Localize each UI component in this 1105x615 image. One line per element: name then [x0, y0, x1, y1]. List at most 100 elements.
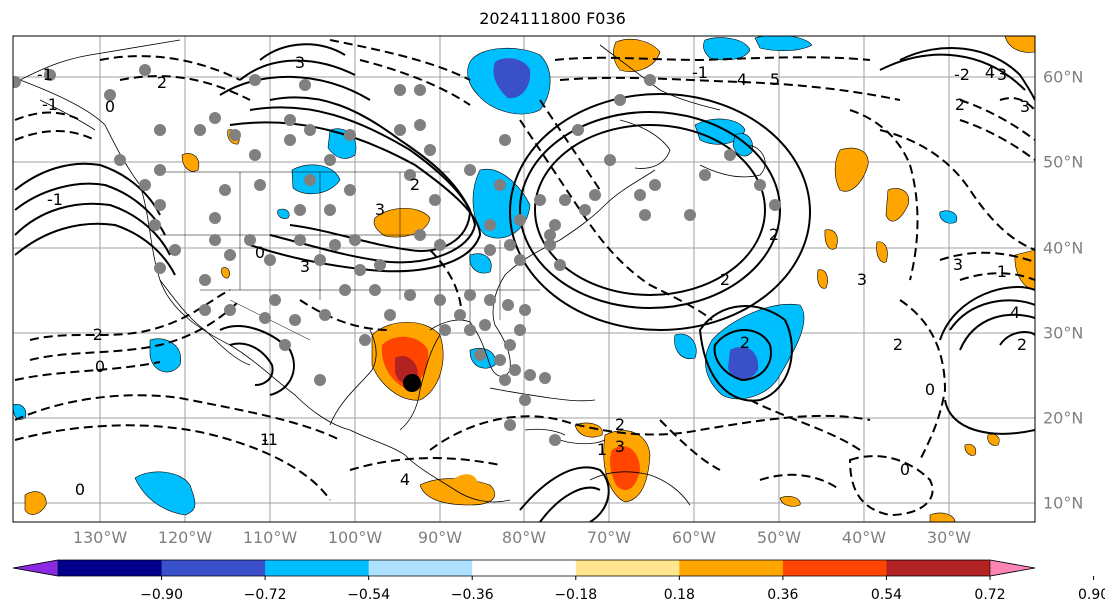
longitude-label: 60°W: [671, 528, 717, 547]
station-dot: [329, 239, 341, 251]
colorbar-segment: [58, 560, 163, 576]
station-dot: [464, 164, 476, 176]
colorbar-segment: [679, 560, 784, 576]
station-dot: [139, 64, 151, 76]
station-dot: [279, 339, 291, 351]
latitude-label: 20°N: [1043, 408, 1084, 428]
station-dot: [424, 144, 436, 156]
station-dot: [614, 94, 626, 106]
station-dot: [344, 129, 356, 141]
station-dot: [429, 194, 441, 206]
contour-label: 2: [410, 175, 420, 194]
station-dot: [299, 79, 311, 91]
contour-label: 2: [769, 225, 779, 244]
station-dot: [319, 309, 331, 321]
colorbar-segment: [472, 560, 577, 576]
station-dot: [754, 179, 766, 191]
station-dot: [684, 209, 696, 221]
station-dot: [344, 184, 356, 196]
colorbar-outline: [12, 559, 1036, 577]
station-dot: [499, 374, 511, 386]
contour-label: 2: [615, 415, 625, 434]
station-dot: [324, 204, 336, 216]
contour-label: 2: [720, 270, 730, 289]
contour-label: 5: [770, 70, 780, 89]
station-dot: [484, 244, 496, 256]
station-dot: [464, 324, 476, 336]
station-dot: [514, 214, 526, 226]
longitude-label: 100°W: [327, 528, 383, 547]
station-dot: [254, 179, 266, 191]
station-dot: [474, 349, 486, 361]
latitude-label: 40°N: [1043, 238, 1084, 258]
station-dot: [414, 229, 426, 241]
contour-label: -2: [87, 325, 103, 344]
contour-label: -1: [692, 63, 708, 82]
latitude-label: 50°N: [1043, 152, 1084, 172]
colorbar-segment: [575, 560, 680, 576]
station-dot: [264, 254, 276, 266]
station-dot: [354, 264, 366, 276]
longitude-label: 70°W: [586, 528, 632, 547]
station-dot: [209, 234, 221, 246]
station-dot: [139, 179, 151, 191]
station-dot: [249, 149, 261, 161]
station-dot: [289, 314, 301, 326]
station-dot: [579, 204, 591, 216]
station-dot: [149, 219, 161, 231]
colorbar-segment: [161, 560, 266, 576]
station-dot: [544, 239, 556, 251]
colorbar-tick-label: −0.90: [140, 587, 183, 603]
station-dot: [649, 179, 661, 191]
station-dot: [439, 324, 451, 336]
longitude-label: 110°W: [242, 528, 298, 547]
colorbar-extend-high: [989, 559, 1036, 577]
colorbar-segment: [782, 560, 887, 576]
contour-label: 2: [157, 73, 167, 92]
station-dot: [769, 199, 781, 211]
station-dot: [114, 154, 126, 166]
station-dot: [414, 119, 426, 131]
station-dot: [154, 124, 166, 136]
contour-label: 2: [740, 333, 750, 352]
station-dot: [269, 294, 281, 306]
station-dot: [294, 204, 306, 216]
contour-label: 0: [900, 460, 910, 479]
colorbar-tick-label: 0.72: [974, 587, 1006, 603]
station-dot: [284, 134, 296, 146]
station-dot: [304, 124, 316, 136]
station-dot: [219, 184, 231, 196]
longitude-label: 50°W: [756, 528, 802, 547]
station-dot: [294, 234, 306, 246]
station-dot: [404, 169, 416, 181]
station-dot: [199, 304, 211, 316]
plot-title: 2024111800 F036: [479, 9, 626, 28]
station-dot: [244, 234, 256, 246]
contour-label: 4: [400, 470, 410, 489]
colorbar: [12, 559, 1095, 580]
station-dot: [514, 324, 526, 336]
station-dot: [199, 274, 211, 286]
station-dot: [494, 179, 506, 191]
station-dot: [572, 124, 584, 136]
station-dot: [549, 434, 561, 446]
colorbar-segment: [265, 560, 370, 576]
contour-label: 4: [1010, 303, 1020, 322]
contour-label: 1: [260, 430, 270, 449]
station-dot: [394, 84, 406, 96]
station-dot: [224, 249, 236, 261]
station-dot: [502, 299, 514, 311]
station-dot: [224, 304, 236, 316]
station-dot: [464, 289, 476, 301]
contour-label: 0: [105, 97, 115, 116]
longitude-label: 40°W: [841, 528, 887, 547]
station-dot: [314, 374, 326, 386]
contour-label: -1: [37, 65, 53, 84]
longitude-label: 90°W: [417, 528, 463, 547]
station-dot: [314, 254, 326, 266]
contour-label: 1: [597, 440, 607, 459]
station-dot: [514, 254, 526, 266]
contour-label: 3: [1020, 97, 1030, 116]
